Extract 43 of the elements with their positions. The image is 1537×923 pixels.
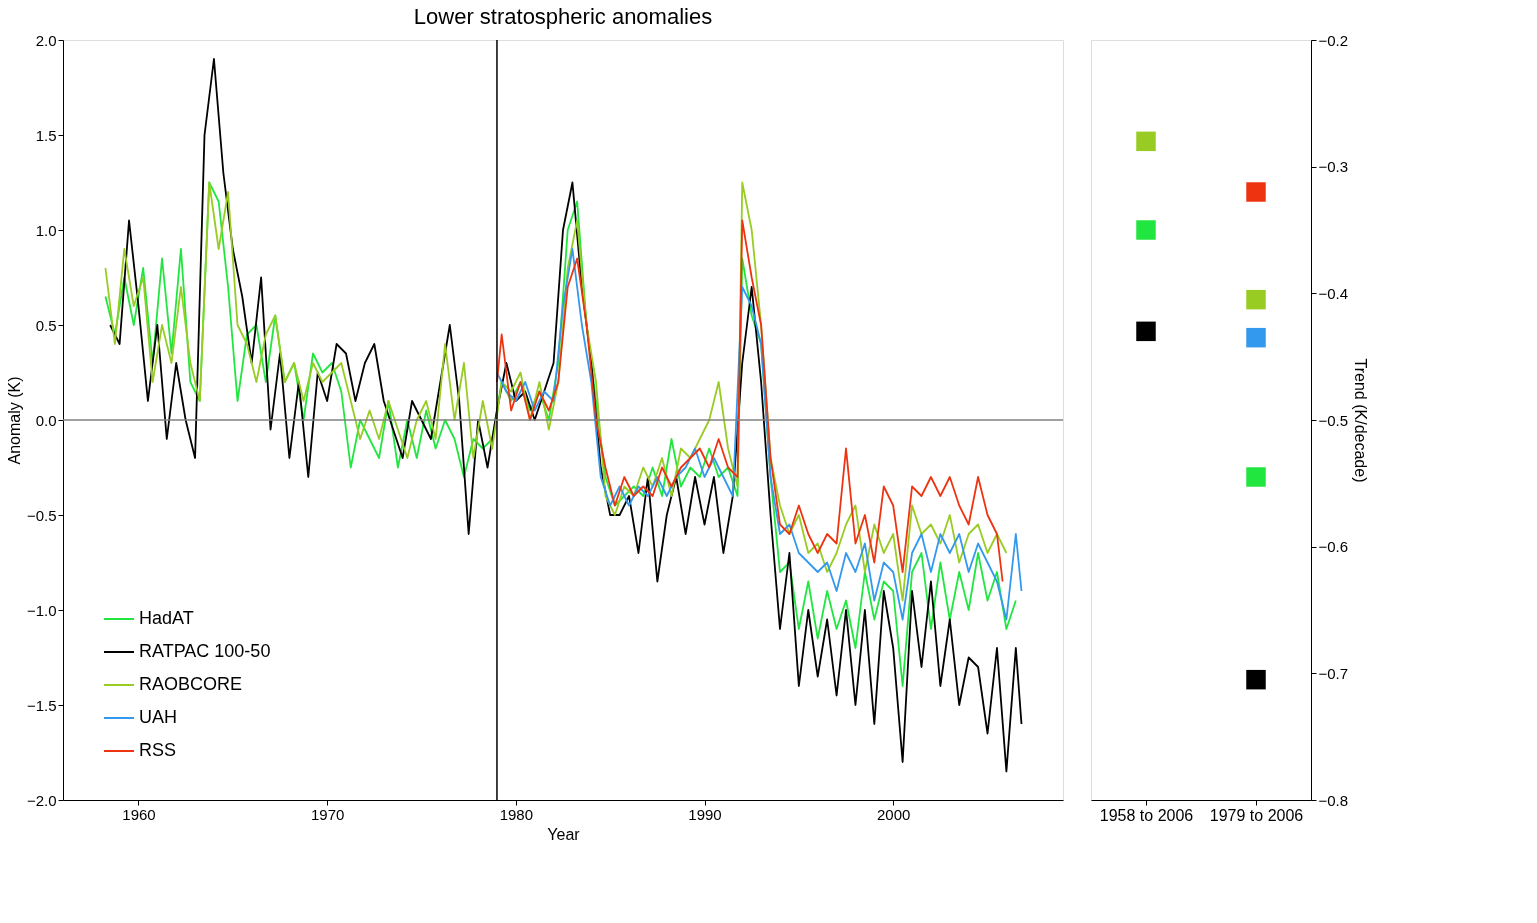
line-series — [104, 181, 1008, 602]
line-series — [496, 219, 1004, 583]
x-tick-label: 1979 to 2006 — [1209, 806, 1304, 824]
y-tick-label: −0.6 — [1318, 538, 1349, 556]
point — [1136, 131, 1156, 152]
point — [1136, 220, 1156, 240]
point — [1136, 321, 1156, 342]
y-tick-label: −2.0 — [26, 791, 57, 809]
y-tick-label: −0.5 — [1318, 411, 1349, 429]
legend-label: RATPAC 100-50 — [139, 641, 271, 661]
y-tick-label: 0.0 — [35, 411, 57, 429]
point — [1246, 669, 1266, 690]
y-tick-label: −0.4 — [1318, 284, 1349, 302]
legend-label: RSS — [139, 740, 177, 760]
legend-label: UAH — [139, 707, 178, 727]
x-axis-title: Year — [547, 825, 581, 843]
point — [1246, 327, 1266, 348]
y-tick-label: −0.5 — [26, 506, 57, 524]
y-tick-label: 1.5 — [35, 126, 57, 144]
x-tick-label: 1990 — [688, 805, 722, 823]
y-tick-label: 1.0 — [35, 221, 57, 239]
y-tick-label: 2.0 — [35, 31, 57, 49]
x-tick-label: 1980 — [499, 805, 534, 823]
x-tick-label: 1960 — [122, 805, 156, 823]
legend-label: RAOBCORE — [139, 674, 243, 694]
x-tick-label: 1970 — [310, 805, 345, 823]
x-tick-label: 2000 — [877, 805, 911, 823]
legend-label: HadAT — [139, 608, 194, 628]
y-tick-label: −1.5 — [26, 696, 57, 714]
y-axis-title: Trend (K/decade) — [1352, 358, 1370, 483]
chart-title: Lower stratospheric anomalies — [413, 4, 713, 29]
x-tick-label: 1958 to 2006 — [1099, 806, 1194, 824]
y-tick-label: 0.5 — [35, 316, 57, 334]
point — [1246, 182, 1266, 202]
y-tick-label: −0.2 — [1318, 31, 1349, 49]
line-series — [496, 248, 1023, 621]
y-tick-label: −0.7 — [1318, 664, 1349, 682]
y-tick-label: −1.0 — [26, 601, 57, 619]
point — [1246, 467, 1266, 487]
y-axis-title: Anomaly (K) — [5, 376, 23, 465]
point — [1246, 289, 1266, 310]
y-tick-label: −0.3 — [1318, 158, 1349, 176]
y-tick-label: −0.8 — [1318, 791, 1349, 809]
